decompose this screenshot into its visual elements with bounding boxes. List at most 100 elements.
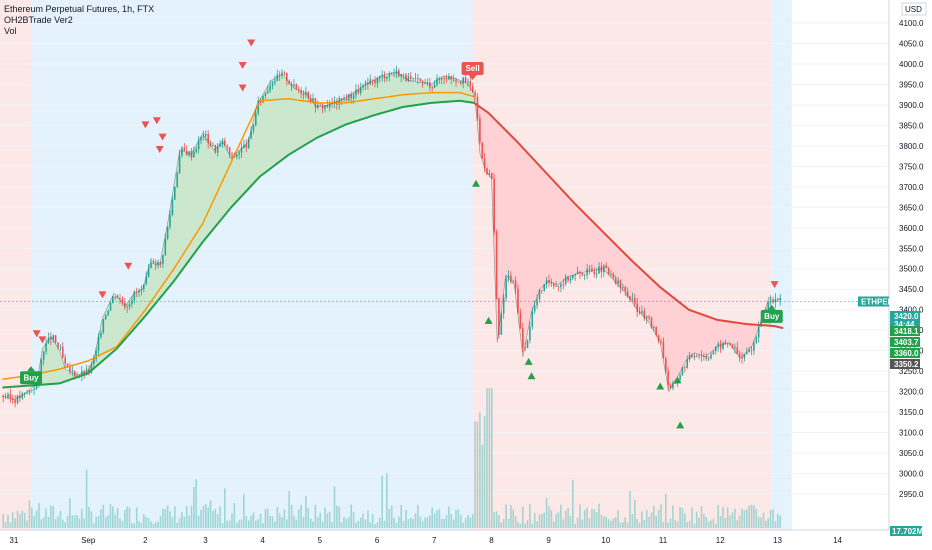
volume-name[interactable]: Vol [4, 26, 17, 36]
volume-bar [90, 511, 93, 528]
volume-bar [262, 523, 264, 528]
candle-body [502, 298, 505, 314]
volume-bar [2, 514, 4, 528]
candle-body [533, 305, 536, 312]
candle-body [440, 78, 443, 80]
signal-buy-0[interactable]: Buy [20, 366, 42, 385]
volume-bar [726, 507, 729, 528]
candle-body [26, 392, 28, 394]
candle-body [555, 286, 557, 287]
volume-bar [28, 500, 31, 528]
volume-bar [674, 519, 677, 528]
volume-bar [317, 517, 319, 528]
volume-bar [588, 518, 591, 528]
candle-body [236, 154, 238, 157]
volume-bar [514, 516, 517, 528]
candle-body [300, 90, 302, 94]
volume-bar [731, 512, 734, 528]
volume-bar [295, 519, 298, 528]
candle-body [410, 76, 412, 79]
price-label-countdown: 34:44 [894, 320, 915, 329]
candle-body [660, 341, 662, 342]
volume-bar [736, 520, 739, 528]
signal-buy-2[interactable]: Buy [760, 304, 783, 323]
candle-body [147, 268, 150, 277]
signal-sell-1[interactable]: Sell [461, 62, 484, 81]
volume-bar [281, 517, 283, 528]
volume-bar [510, 505, 512, 528]
candle-body [131, 300, 133, 305]
candle-body [224, 140, 226, 146]
candle-body [269, 85, 271, 91]
volume-bar [371, 514, 374, 528]
candle-body [767, 302, 769, 310]
x-tick-label: 13 [773, 536, 782, 545]
candle-body [743, 354, 746, 359]
candle-body [488, 173, 491, 175]
indicator-name[interactable]: OH2BTrade Ver2 [4, 15, 73, 25]
volume-bar [695, 511, 698, 528]
candle-body [550, 282, 553, 284]
candle-body [624, 287, 626, 291]
candle-body [326, 105, 329, 107]
volume-bar [314, 504, 317, 528]
volume-bar [572, 479, 574, 528]
x-tick-label: 7 [432, 536, 437, 545]
candle-body [40, 359, 43, 372]
candle-body [200, 136, 202, 141]
volume-bar [236, 523, 238, 528]
candle-body [750, 349, 753, 351]
volume-bar [283, 509, 286, 528]
volume-bar [359, 517, 362, 528]
signal-label: Buy [764, 312, 780, 321]
buy-marker-icon [484, 316, 493, 324]
volume-bar [52, 506, 55, 528]
symbol-title[interactable]: Ethereum Perpetual Futures, 1h, FTX [4, 4, 155, 14]
candle-body [176, 173, 178, 187]
candle-body [483, 158, 486, 168]
volume-bar [400, 505, 402, 528]
candle-body [309, 98, 312, 102]
candle-body [388, 73, 391, 77]
volume-bar [197, 515, 200, 528]
candle-body [324, 105, 326, 109]
candle-body [367, 82, 369, 84]
volume-bar [700, 506, 703, 528]
price-label-box [890, 311, 920, 329]
volume-bar [45, 508, 47, 528]
buy-arrow-icon [27, 366, 35, 372]
volume-label-box [890, 526, 922, 536]
volume-bar [676, 521, 679, 528]
price-label: 3360.0 [894, 349, 919, 358]
volume-bar [73, 515, 76, 528]
candle-body [28, 390, 31, 393]
ema-line-bull [2, 99, 475, 389]
volume-bar [560, 504, 562, 528]
candle-body [31, 389, 33, 391]
volume-bar [324, 507, 326, 528]
volume-bar [548, 506, 550, 528]
volume-bar [59, 510, 62, 528]
volume-bar [462, 522, 464, 528]
candle-body [653, 327, 655, 328]
candle-body [448, 76, 450, 80]
candle-body [479, 118, 481, 143]
volume-bar [331, 522, 333, 528]
volume-bar [634, 499, 636, 528]
volume-bar [691, 507, 693, 528]
candle-body [452, 79, 455, 81]
candle-body [274, 81, 276, 83]
volume-bar [693, 523, 696, 528]
currency-box [901, 2, 927, 16]
chart-legend: Ethereum Perpetual Futures, 1h, FTX OH2B… [4, 4, 154, 37]
volume-bar [112, 506, 114, 528]
volume-bar [4, 521, 7, 528]
candle-body [684, 367, 686, 369]
price-label-box [890, 348, 920, 358]
candle-body [219, 143, 221, 147]
volume-bar [224, 488, 226, 528]
bg-sell-zone [0, 0, 31, 530]
volume-bar [440, 519, 443, 528]
candle-body [717, 343, 719, 347]
